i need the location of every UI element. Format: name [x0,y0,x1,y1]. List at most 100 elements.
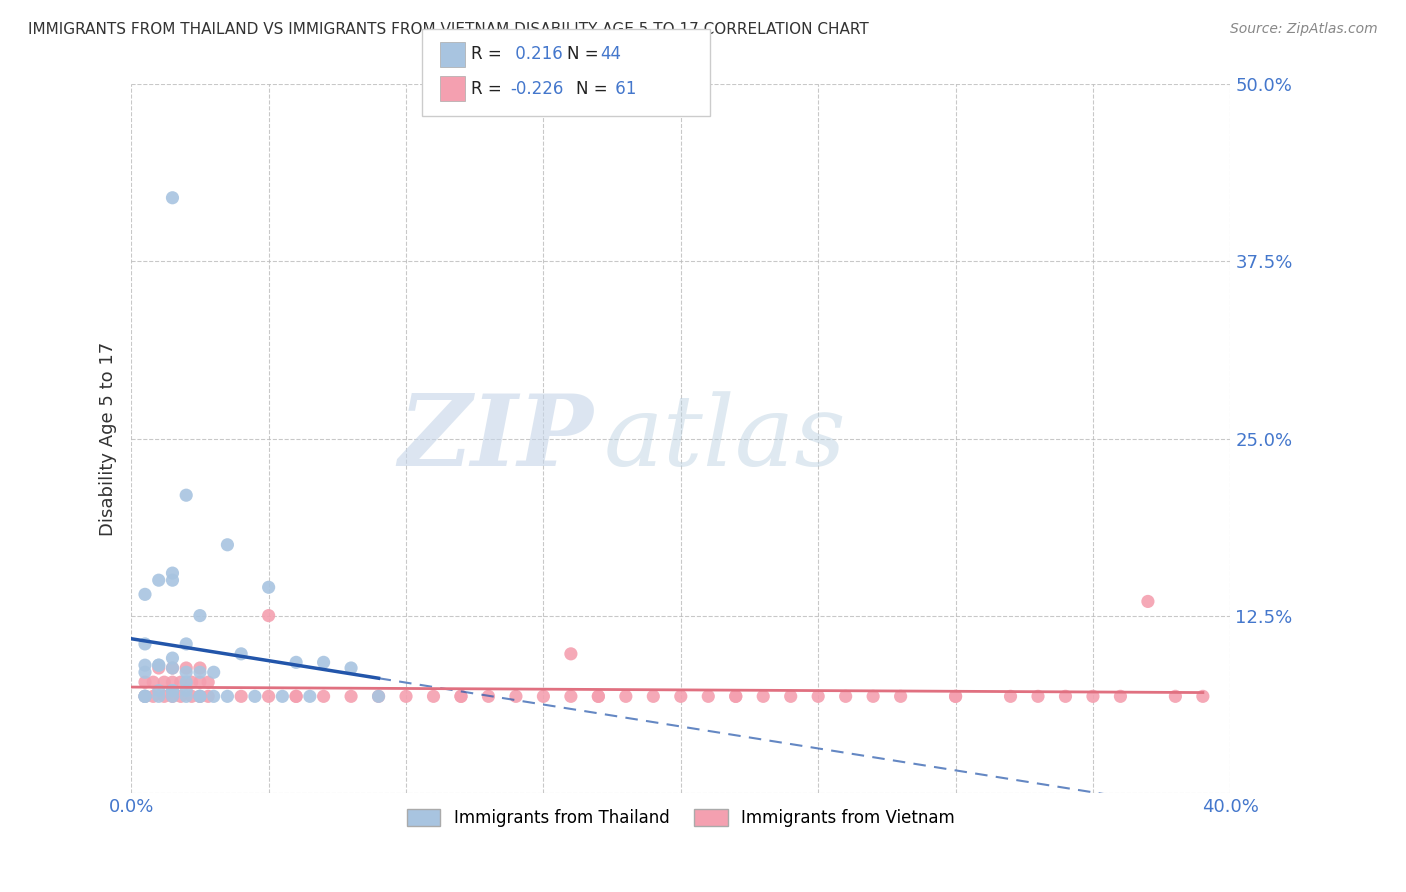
Point [724,690,747,704]
Point [1136,594,1159,608]
Point [298,690,321,704]
Point [669,690,692,704]
Text: R =: R = [471,80,502,98]
Point [1109,690,1132,704]
Point [340,690,363,704]
Point [134,587,156,601]
Point [153,690,176,704]
Point [752,690,775,704]
Point [162,573,184,587]
Point [174,488,197,502]
Text: Source: ZipAtlas.com: Source: ZipAtlas.com [1230,22,1378,37]
Point [188,690,211,704]
Point [180,675,202,690]
Point [202,690,225,704]
Point [174,683,197,698]
Text: ZIP: ZIP [398,391,593,487]
Point [170,690,193,704]
Point [197,690,219,704]
Point [217,538,239,552]
Point [162,690,184,704]
Point [148,658,170,673]
Point [174,661,197,675]
Point [162,683,184,698]
Text: -0.226: -0.226 [510,80,564,98]
Point [1000,690,1022,704]
Point [174,665,197,680]
Point [148,661,170,675]
Point [271,690,294,704]
Point [477,690,499,704]
Point [243,690,266,704]
Point [312,690,335,704]
Point [588,690,610,704]
Point [560,647,582,661]
Point [162,661,184,675]
Point [148,658,170,673]
Point [134,690,156,704]
Point [162,683,184,698]
Point [834,690,856,704]
Point [174,675,197,690]
Point [890,690,912,704]
Point [162,651,184,665]
Point [643,690,665,704]
Point [505,690,527,704]
Point [560,690,582,704]
Point [148,683,170,698]
Point [285,656,308,670]
Point [945,690,967,704]
Point [395,690,418,704]
Text: N =: N = [567,45,598,62]
Point [162,675,184,690]
Point [134,690,156,704]
Point [285,690,308,704]
Point [340,661,363,675]
Point [231,647,253,661]
Point [180,690,202,704]
Point [188,608,211,623]
Point [231,690,253,704]
Point [197,675,219,690]
Point [134,658,156,673]
Text: 0.216: 0.216 [510,45,564,62]
Point [188,690,211,704]
Text: R =: R = [471,45,502,62]
Text: IMMIGRANTS FROM THAILAND VS IMMIGRANTS FROM VIETNAM DISABILITY AGE 5 TO 17 CORRE: IMMIGRANTS FROM THAILAND VS IMMIGRANTS F… [28,22,869,37]
Text: 44: 44 [600,45,621,62]
Point [312,656,335,670]
Point [945,690,967,704]
Point [134,690,156,704]
Point [1026,690,1049,704]
Text: atlas: atlas [603,391,846,486]
Point [188,675,211,690]
Point [142,675,165,690]
Point [257,690,280,704]
Point [134,637,156,651]
Y-axis label: Disability Age 5 to 17: Disability Age 5 to 17 [100,342,117,536]
Point [614,690,637,704]
Point [724,690,747,704]
Point [162,566,184,580]
Point [188,661,211,675]
Point [588,690,610,704]
Point [134,675,156,690]
Point [188,690,211,704]
Point [697,690,720,704]
Point [174,690,197,704]
Point [202,665,225,680]
Point [162,690,184,704]
Point [1164,690,1187,704]
Point [1081,690,1104,704]
Point [162,683,184,698]
Point [217,690,239,704]
Point [450,690,472,704]
Point [148,573,170,587]
Point [170,675,193,690]
Point [422,690,444,704]
Point [257,580,280,594]
Point [1192,690,1215,704]
Point [153,675,176,690]
Point [148,690,170,704]
Point [188,665,211,680]
